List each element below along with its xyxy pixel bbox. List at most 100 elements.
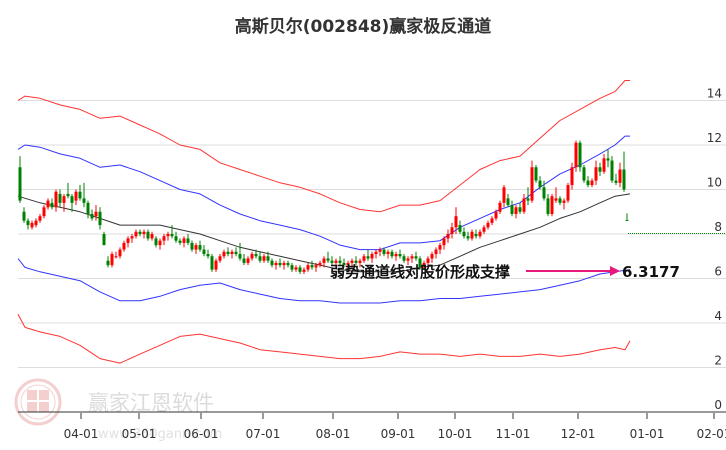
candle-up: [502, 187, 506, 203]
candle-up: [426, 258, 430, 263]
extra-marks: [625, 213, 726, 234]
x-tick-label: 07-01: [246, 427, 281, 441]
candle-up: [94, 211, 98, 217]
candle-up: [562, 200, 566, 203]
arrow-head-icon: [610, 266, 620, 276]
candle-down: [354, 260, 358, 263]
candle-down: [202, 249, 206, 255]
candle-down: [210, 256, 214, 270]
candle-up: [430, 254, 434, 259]
x-axis: 04-01 05-01 06-01 07-01 08-01 09-01 10-01 11-01…: [18, 411, 726, 441]
candle-down: [178, 240, 182, 243]
candle-down: [278, 262, 282, 266]
candle-down: [606, 158, 610, 161]
channel-bands: [17, 80, 631, 364]
watermark-brand: 赢家江恩软件: [88, 391, 214, 415]
candle-up: [42, 207, 46, 217]
candle-up: [522, 198, 526, 212]
x-tick-label: 11-01: [496, 427, 531, 441]
candle-down: [534, 167, 538, 181]
candle-up: [118, 249, 122, 257]
mid-line-line: [17, 193, 631, 273]
candle-up: [302, 269, 306, 272]
candle-down: [558, 198, 562, 203]
candle-down: [66, 193, 70, 197]
candle-down: [254, 254, 258, 257]
candle-up: [262, 256, 266, 261]
y-tick-label: 10: [707, 176, 722, 190]
candle-down: [86, 202, 90, 214]
candle-down: [326, 258, 330, 261]
lower-inner-band-line: [17, 258, 631, 304]
candle-down: [402, 256, 406, 261]
candle-up: [162, 236, 166, 241]
candle-up: [482, 227, 486, 232]
candle-up: [318, 262, 322, 266]
candle-up: [406, 258, 410, 261]
candle-up: [410, 256, 414, 259]
candle-up: [590, 180, 594, 186]
x-tick-label: 05-01: [122, 427, 157, 441]
candle-down: [390, 251, 394, 257]
candle-down: [586, 180, 590, 186]
watermark: 赢家江恩软件 www.360gann.com: [14, 378, 222, 442]
x-tick-label: 04-01: [64, 427, 99, 441]
y-tick-label: 14: [707, 87, 722, 101]
candle-up: [150, 234, 154, 239]
y-tick-label: 4: [714, 309, 722, 323]
candle-up: [158, 240, 162, 246]
candle-up: [294, 267, 298, 270]
candle-down: [622, 169, 626, 190]
candle-up: [442, 238, 446, 246]
candle-down: [258, 256, 262, 261]
candle-up: [54, 191, 58, 208]
candle-down: [206, 254, 210, 257]
candle-down: [542, 187, 546, 199]
candle-up: [358, 260, 362, 263]
candle-down: [198, 245, 202, 250]
candle-up: [142, 231, 146, 234]
candle-down: [82, 198, 86, 203]
candle-down: [458, 225, 462, 232]
candle-down: [174, 236, 178, 241]
candle-down: [234, 251, 238, 255]
candle-down: [90, 213, 94, 219]
candle-down: [18, 167, 22, 201]
candle-up: [250, 254, 254, 259]
candle-up: [322, 258, 326, 263]
candle-down: [614, 180, 618, 183]
candle-down: [506, 198, 510, 206]
candle-up: [570, 167, 574, 186]
candle-down: [270, 260, 274, 266]
candle-down: [298, 267, 302, 272]
candle-up: [130, 236, 134, 239]
candle-down: [138, 231, 142, 234]
candle-up: [126, 238, 130, 243]
candle-down: [102, 234, 106, 246]
candle-down: [146, 231, 150, 239]
candle-up: [350, 260, 354, 263]
candle-up: [434, 249, 438, 255]
candle-up: [446, 234, 450, 239]
candle-up: [246, 258, 250, 263]
candle-up: [110, 254, 114, 266]
candle-up: [282, 262, 286, 266]
candle-down: [154, 238, 158, 246]
candle-down: [310, 265, 314, 268]
candle-down: [462, 231, 466, 237]
candle-up: [470, 231, 474, 239]
candle-down: [78, 191, 82, 199]
candle-up: [314, 265, 318, 268]
candle-up: [594, 167, 598, 181]
y-tick-label: 0: [714, 398, 722, 412]
candle-up: [214, 260, 218, 270]
candle-down: [266, 256, 270, 261]
candle-down: [242, 258, 246, 263]
candle-down: [238, 254, 242, 259]
candle-up: [386, 251, 390, 255]
candle-up: [566, 185, 570, 201]
candle-up: [478, 231, 482, 237]
candle-up: [450, 227, 454, 234]
candle-up: [498, 202, 502, 212]
candle-up: [166, 234, 170, 237]
